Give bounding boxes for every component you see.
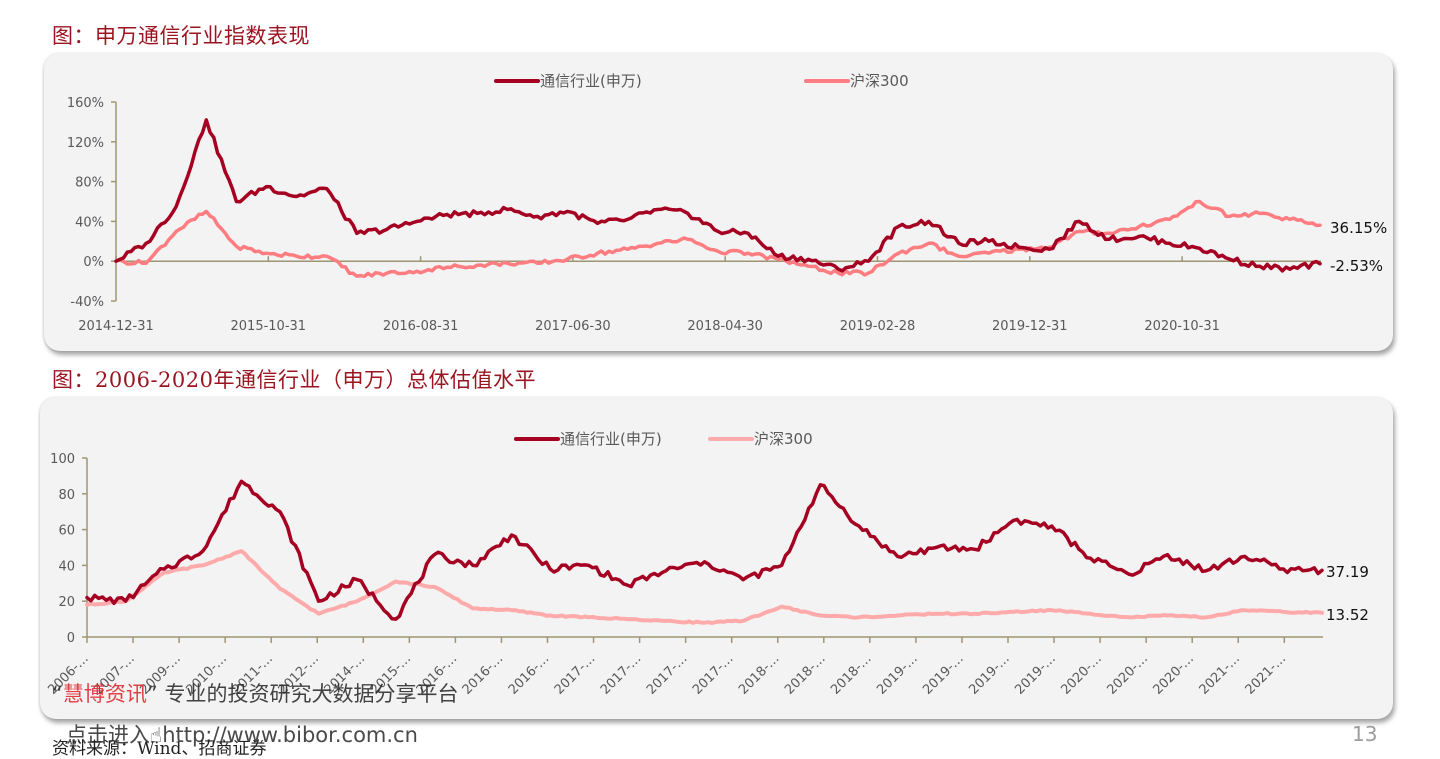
end-value-label: 37.19 <box>1326 563 1369 581</box>
series-line <box>114 199 1322 279</box>
x-tick-label: 2016-… <box>506 651 553 698</box>
x-tick-label: 2015-10-31 <box>231 319 307 334</box>
series-line <box>114 118 1322 273</box>
y-tick-label: 60 <box>58 524 75 539</box>
x-tick-label: 2019-… <box>874 651 921 698</box>
y-tick-label: 80% <box>75 176 104 191</box>
x-tick-label: 2019-02-28 <box>840 319 916 334</box>
legend-label: 通信行业(申万) <box>540 72 642 90</box>
figure1-title: 图：申万通信行业指数表现 <box>52 24 310 48</box>
watermark-link[interactable]: 点击进入☝http://www.bibor.com.cn <box>66 719 418 749</box>
legend-label: 沪深300 <box>754 430 813 448</box>
chart1-panel: -40% 0% 40% 80% 120% 160% 2014-12-31 2015-10-31… <box>44 53 1393 351</box>
figure2-title: 图：2006-2020年通信行业（申万）总体估值水平 <box>52 368 536 392</box>
legend-label: 通信行业(申万) <box>560 430 662 448</box>
x-tick-label: 2019-12-31 <box>992 319 1068 334</box>
x-tick-label: 2020-10-31 <box>1144 319 1220 334</box>
x-tick-label: 2018-… <box>828 651 875 698</box>
x-tick-label: 2017-06-30 <box>535 319 611 334</box>
series-line <box>85 549 1324 625</box>
y-tick-label: 160% <box>67 96 104 111</box>
x-tick-label: 2018-… <box>782 651 829 698</box>
y-tick-label: 80 <box>58 488 75 503</box>
x-tick-label: 2021-… <box>1197 651 1244 698</box>
x-tick-label: 2014-12-31 <box>78 319 154 334</box>
x-tick-label: 2019-… <box>920 651 967 698</box>
x-tick-label: 2020-… <box>1151 651 1198 698</box>
chart2-panel: 0 20 40 60 80 100 2006-… 2007-… 2009-… 2010-… 2011… <box>40 397 1393 719</box>
y-tick-label: 120% <box>67 136 104 151</box>
x-tick-label: 2018-04-30 <box>687 319 763 334</box>
x-tick-label: 2020-… <box>1104 651 1151 698</box>
x-tick-label: 2020-… <box>1058 651 1105 698</box>
x-tick-label: 2021-… <box>1243 651 1290 698</box>
watermark-close-quote: ” <box>146 682 158 706</box>
x-tick-label: 2017-… <box>644 651 691 698</box>
hand-pointer-icon: ☝ <box>150 723 163 747</box>
watermark-brand: 慧博资讯 <box>62 682 147 706</box>
end-value-label: 13.52 <box>1326 606 1369 624</box>
x-tick-label: 2017-… <box>552 651 599 698</box>
watermark-open-quote: “ <box>52 682 63 706</box>
watermark-tagline: 专业的投资研究大数据分享平台 <box>164 682 459 706</box>
end-value-label: 36.15% <box>1330 219 1387 237</box>
watermark-banner[interactable]: “慧博资讯” 专业的投资研究大数据分享平台 <box>52 678 458 708</box>
y-tick-label: 40% <box>75 215 104 230</box>
end-value-label: -2.53% <box>1330 257 1383 275</box>
x-tick-label: 2017-… <box>690 651 737 698</box>
chart1-plot: -40% 0% 40% 80% 120% 160% 2014-12-31 2015-10-31… <box>67 72 1387 334</box>
watermark-link-prefix: 点击进入 <box>66 723 150 747</box>
x-tick-label: 2016-08-31 <box>383 319 459 334</box>
legend-label: 沪深300 <box>850 72 909 90</box>
y-tick-label: 40 <box>58 559 75 574</box>
y-tick-label: 100 <box>50 452 75 467</box>
x-tick-label: 2017-… <box>598 651 645 698</box>
x-tick-label: 2018-… <box>736 651 783 698</box>
series-line <box>85 479 1324 621</box>
y-tick-label: 0 <box>67 631 75 646</box>
x-tick-label: 2016-… <box>460 651 507 698</box>
x-tick-label: 2019-… <box>966 651 1013 698</box>
page-number: 13 <box>1352 722 1378 746</box>
source-note: 资料来源：Wind、招商证券 <box>52 739 267 759</box>
x-tick-label: 2019-… <box>1012 651 1059 698</box>
y-tick-label: 0% <box>83 255 104 270</box>
watermark-url[interactable]: http://www.bibor.com.cn <box>162 723 418 747</box>
y-tick-label: 20 <box>58 595 75 610</box>
y-tick-label: -40% <box>70 295 104 310</box>
